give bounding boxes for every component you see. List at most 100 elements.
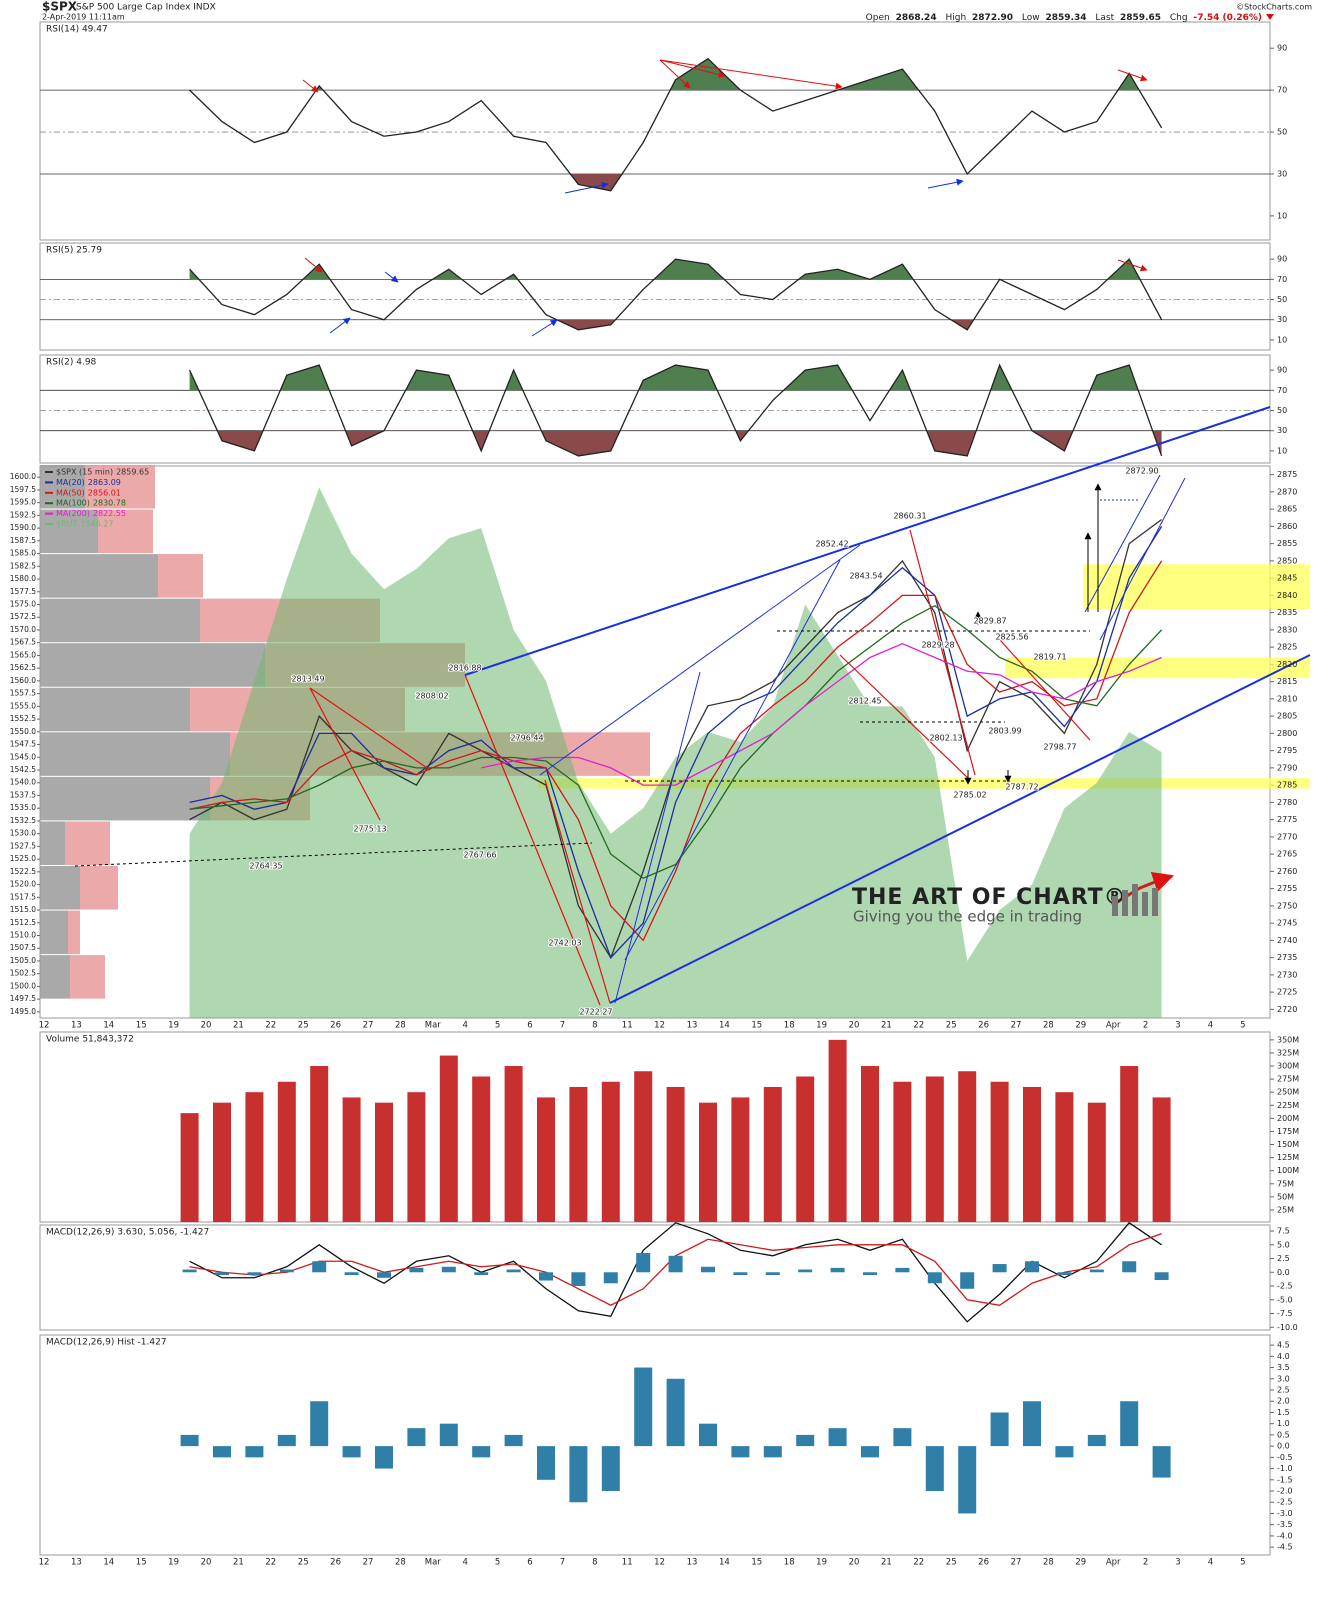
y-tick-label: 2730 <box>1277 970 1297 979</box>
trendline <box>614 671 701 1004</box>
bar <box>215 1272 229 1276</box>
y2-tick-label: 1575.0 <box>10 600 36 609</box>
quote-value: 2868.24 <box>896 13 937 23</box>
x-tick-label: 27 <box>363 1021 374 1031</box>
bar <box>569 1086 588 1222</box>
x-tick-label: 19 <box>816 1558 827 1568</box>
bar <box>504 1434 523 1447</box>
x-tick-label: 20 <box>849 1558 860 1568</box>
bar <box>342 1097 361 1222</box>
bar <box>277 1434 296 1447</box>
y-tick-label: 2845 <box>1277 574 1297 583</box>
x-tick-label: 12 <box>39 1558 50 1568</box>
legend-value: 2863.09 <box>88 478 121 487</box>
x-tick-label: 5 <box>1240 1021 1245 1031</box>
bar <box>409 1267 424 1273</box>
y-tick-label: 2850 <box>1277 556 1297 565</box>
divergence-arrow <box>531 319 558 337</box>
wedge-line <box>544 779 611 1004</box>
bar <box>506 1269 521 1273</box>
y2-tick-label: 1522.5 <box>10 867 36 876</box>
x-tick-label: 12 <box>39 1021 50 1031</box>
datetime: 2-Apr-2019 11:11am <box>42 13 125 22</box>
x-tick-label: 11 <box>622 1021 633 1031</box>
x-tick-label: 20 <box>201 1021 212 1031</box>
bar <box>1055 1092 1074 1222</box>
quote-value: 2872.90 <box>972 13 1013 23</box>
text-layer: $SPX S&P 500 Large Cap Index INDX 2-Apr-… <box>10 0 1312 1568</box>
support-line <box>74 842 593 867</box>
bar <box>407 1092 426 1222</box>
volume-by-price-bar <box>40 687 190 732</box>
panel-frame <box>39 354 1271 464</box>
divergence-arrow <box>659 59 843 90</box>
bar <box>310 1401 329 1447</box>
wedge-line <box>464 674 601 1006</box>
y-tick-label: 2800 <box>1277 729 1297 738</box>
y-tick-label: 250M <box>1277 1088 1299 1097</box>
bar <box>990 1412 1009 1447</box>
bar <box>958 1446 977 1514</box>
y-tick-label: 2.5 <box>1277 1386 1290 1395</box>
y-tick-label: 4.5 <box>1277 1341 1290 1350</box>
panel-title: MACD(12,26,9) 3.630, 5.056, -1.427 <box>46 1228 209 1238</box>
y-tick-label: 25M <box>1277 1205 1294 1214</box>
y2-tick-label: 1592.5 <box>10 510 36 519</box>
y-tick-label: 2810 <box>1277 694 1297 703</box>
x-tick-label: 12 <box>654 1558 665 1568</box>
x-tick-label: 28 <box>1043 1021 1054 1031</box>
y-tick-label: 225M <box>1277 1101 1299 1110</box>
y2-tick-label: 1597.5 <box>10 485 36 494</box>
bar <box>828 1039 847 1222</box>
bar <box>731 1097 750 1222</box>
bar <box>796 1434 815 1447</box>
y-tick-label: -4.5 <box>1277 1543 1293 1552</box>
y-tick-label: 2720 <box>1277 1005 1297 1014</box>
x-tick-label: Apr <box>1106 1558 1121 1568</box>
y2-tick-label: 1555.0 <box>10 701 36 710</box>
bar <box>377 1272 391 1278</box>
y-tick-label: -2.5 <box>1277 1498 1293 1507</box>
bar <box>765 1272 780 1276</box>
price-annotation: 2803.99 <box>988 727 1021 736</box>
price-annotation: 2802.13 <box>929 734 962 743</box>
y2-tick-label: 1595.0 <box>10 498 36 507</box>
y2-tick-label: 1572.5 <box>10 612 36 621</box>
price-annotation: 2819.71 <box>1033 653 1066 662</box>
bar <box>925 1446 944 1492</box>
y2-tick-label: 1562.5 <box>10 663 36 672</box>
logo-bar <box>1132 884 1138 916</box>
bar <box>634 1367 653 1447</box>
copyright: ©StockCharts.com <box>1236 3 1312 12</box>
bar <box>245 1446 264 1458</box>
x-tick-label: Apr <box>1106 1021 1121 1031</box>
y-tick-label: 0.5 <box>1277 1430 1290 1439</box>
x-tick-label: 28 <box>395 1558 406 1568</box>
y2-tick-label: 1582.5 <box>10 561 36 570</box>
x-tick-label: 26 <box>978 1021 989 1031</box>
series-line <box>189 604 1163 880</box>
y-tick-label: 70 <box>1277 386 1287 395</box>
y2-tick-label: 1535.0 <box>10 803 36 812</box>
bar <box>213 1446 231 1458</box>
y-tick-label: 125M <box>1277 1153 1299 1162</box>
y-tick-label: -10.0 <box>1277 1323 1298 1332</box>
bar <box>441 1266 456 1273</box>
series-line <box>189 258 1163 331</box>
x-tick-label: 29 <box>1075 1021 1086 1031</box>
bar <box>733 1272 748 1276</box>
divergence-arrow <box>1117 69 1148 82</box>
series-line <box>189 57 1163 192</box>
price-annotation: 2852.42 <box>815 540 848 549</box>
bar <box>1120 1401 1139 1447</box>
oversold-fill <box>189 319 1162 330</box>
bar <box>407 1428 426 1447</box>
y2-tick-label: 1560.0 <box>10 676 36 685</box>
channel-upper <box>464 406 1271 676</box>
bar <box>1089 1269 1104 1273</box>
bar <box>763 1086 782 1222</box>
volume-by-price-bar <box>40 865 80 910</box>
y-tick-label: 1.0 <box>1277 1419 1290 1428</box>
y-tick-label: -2.5 <box>1277 1282 1293 1291</box>
y-tick-label: 2785 <box>1277 781 1297 790</box>
